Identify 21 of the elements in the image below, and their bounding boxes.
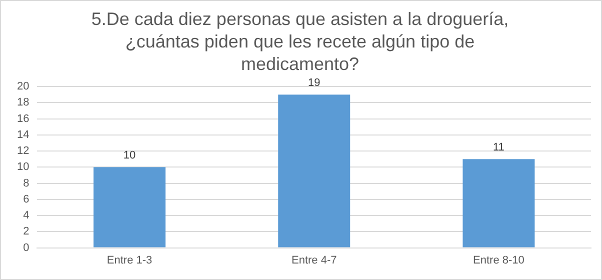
y-tick-label: 16 [16,112,30,125]
chart-title: 5.De cada diez personas que asisten a la droguería, ¿cuántas piden que les recete algún tipo de medicamento? [91,9,509,74]
y-tick-label: 14 [16,128,30,141]
bar [462,159,535,248]
y-tick-label: 20 [16,80,30,93]
x-tick-label: Entre 8-10 [473,254,524,266]
data-label: 10 [123,150,136,162]
y-tick-label: 2 [23,226,30,238]
bar [94,167,166,248]
x-tick-label: Entre 4-7 [291,254,337,266]
bar [278,94,350,248]
data-label: 19 [308,77,320,90]
y-tick-label: 8 [23,177,30,190]
x-tick-label: Entre 1-3 [106,254,152,266]
y-tick-label: 6 [23,193,30,206]
y-tick-label: 0 [23,242,30,254]
data-label: 11 [492,142,504,154]
y-tick-label: 10 [16,161,30,174]
y-tick-label: 12 [16,145,30,158]
y-tick-label: 4 [23,210,30,222]
y-tick-label: 18 [16,96,30,109]
